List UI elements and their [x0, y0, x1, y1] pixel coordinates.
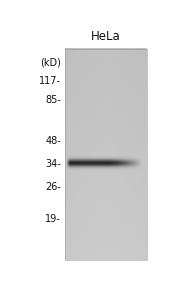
- Text: (kD): (kD): [40, 57, 61, 68]
- Text: HeLa: HeLa: [91, 30, 121, 43]
- Text: 19-: 19-: [45, 214, 61, 224]
- Text: 117-: 117-: [39, 76, 61, 86]
- Text: 26-: 26-: [45, 182, 61, 192]
- Text: 34-: 34-: [45, 159, 61, 169]
- Text: 48-: 48-: [45, 136, 61, 146]
- Text: 85-: 85-: [45, 95, 61, 106]
- Bar: [65, 49, 147, 260]
